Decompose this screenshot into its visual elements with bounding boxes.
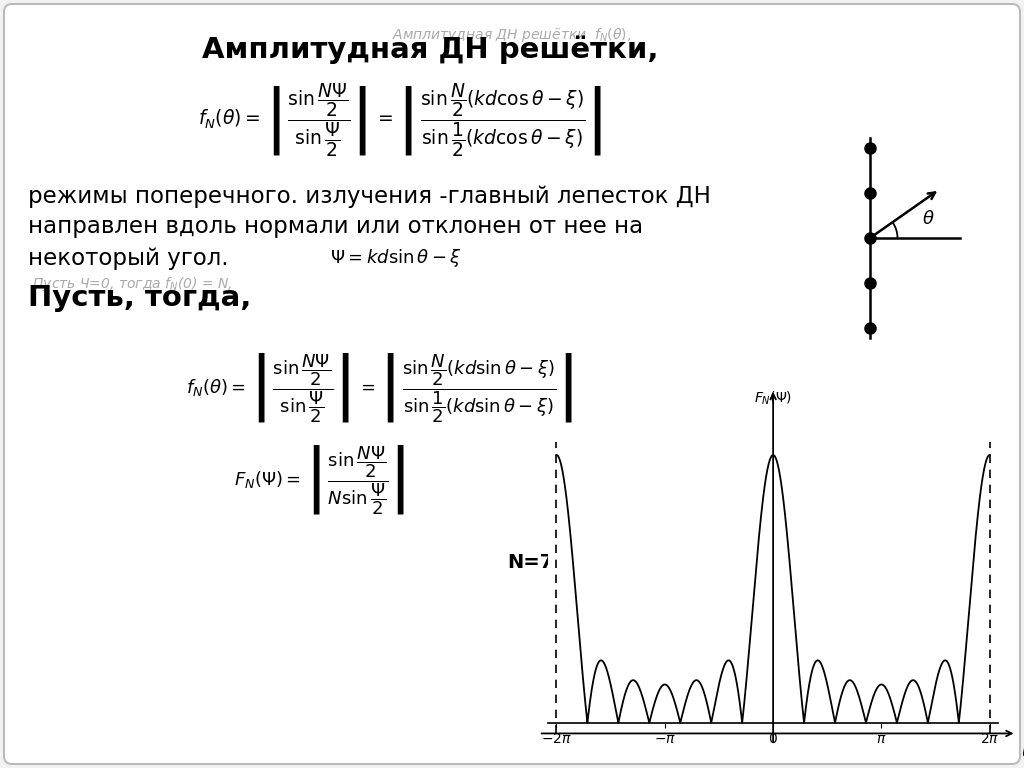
Text: Амплитудная ДН решётки,: Амплитудная ДН решётки,: [202, 35, 658, 65]
Text: Пусть, тогда,: Пусть, тогда,: [28, 284, 251, 312]
FancyBboxPatch shape: [4, 4, 1020, 764]
Text: режимы поперечного. излучения -главный лепесток ДН: режимы поперечного. излучения -главный л…: [28, 184, 711, 207]
Text: $\Psi = kd\sin\theta - \xi$: $\Psi = kd\sin\theta - \xi$: [330, 247, 462, 269]
Text: Пусть Ч=0, тогда $f_N$(0) = N,: Пусть Ч=0, тогда $f_N$(0) = N,: [28, 275, 232, 293]
Text: направлен вдоль нормали или отклонен от нее на: направлен вдоль нормали или отклонен от …: [28, 216, 643, 239]
Text: $f_N(\theta) = \left|\dfrac{\sin\dfrac{N\Psi}{2}}{\sin\dfrac{\Psi}{2}}\right| = : $f_N(\theta) = \left|\dfrac{\sin\dfrac{N…: [198, 81, 602, 159]
Text: Амплитудная ДН решётки  $f_N(\theta),$: Амплитудная ДН решётки $f_N(\theta),$: [392, 26, 632, 44]
Text: некоторый угол.: некоторый угол.: [28, 247, 228, 270]
Text: $\psi$: $\psi$: [1021, 746, 1024, 762]
Text: $\theta$: $\theta$: [922, 210, 935, 228]
Text: $F_N(\Psi)$: $F_N(\Psi)$: [754, 389, 793, 406]
Text: N=7: N=7: [507, 554, 553, 572]
Text: $F_N(\Psi) = \left|\dfrac{\sin\dfrac{N\Psi}{2}}{N\sin\dfrac{\Psi}{2}}\right|$: $F_N(\Psi) = \left|\dfrac{\sin\dfrac{N\P…: [234, 443, 406, 517]
Text: $f_N(\theta) = \left|\dfrac{\sin\dfrac{N\Psi}{2}}{\sin\dfrac{\Psi}{2}}\right| = : $f_N(\theta) = \left|\dfrac{\sin\dfrac{N…: [186, 351, 573, 425]
